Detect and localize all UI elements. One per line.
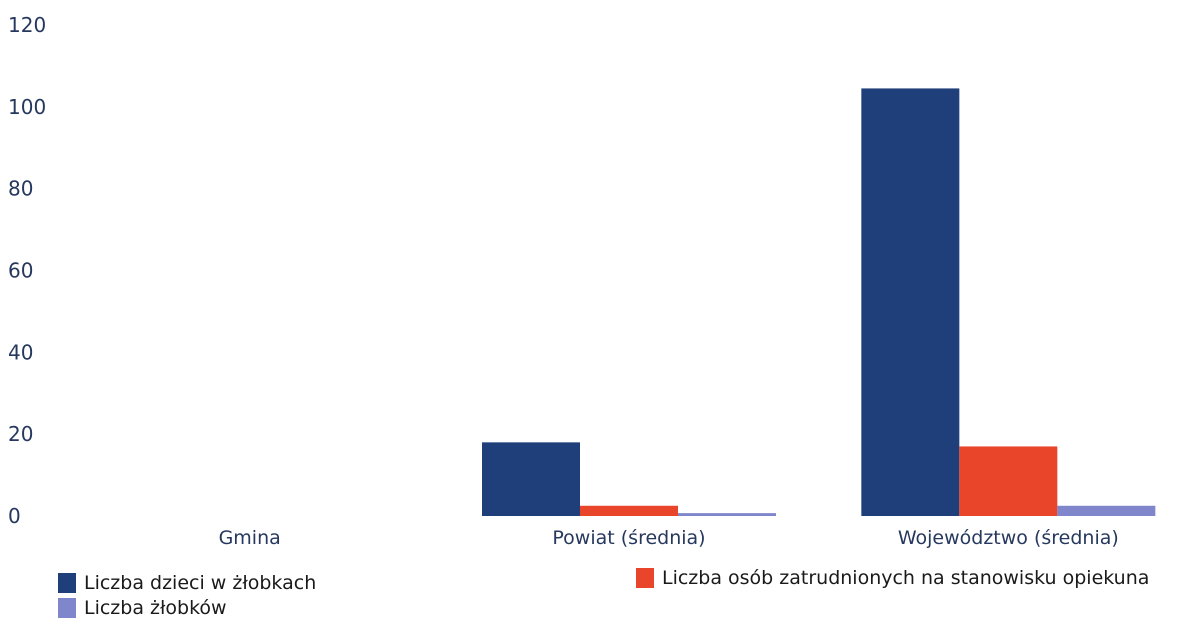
bars [482, 88, 1156, 516]
y-tick-label: 20 [8, 422, 33, 446]
legend-item-series-1: Liczba osób zatrudnionych na stanowisku … [636, 567, 1149, 589]
legend-label-series-0: Liczba dzieci w żłobkach [84, 572, 317, 594]
x-axis-categories: Gmina Powiat (średnia) Województwo (średni… [219, 527, 1119, 549]
y-tick-label: 80 [8, 177, 33, 201]
legend-swatch-series-1 [636, 568, 654, 588]
legend-swatch-series-0 [58, 573, 76, 593]
legend-item-series-0: Liczba dzieci w żłobkach [58, 572, 316, 594]
x-category-label: Powiat (średnia) [552, 527, 705, 549]
x-category-label: Gmina [219, 527, 281, 549]
legend-label-series-2: Liczba żłobków [84, 597, 227, 619]
bar-2-1 [959, 446, 1058, 516]
bar-1-1 [580, 505, 678, 516]
legend-label-series-1: Liczba osób zatrudnionych na stanowisku … [662, 567, 1150, 589]
y-tick-label: 0 [8, 504, 21, 528]
bar-2-0 [861, 88, 960, 516]
y-tick-label: 60 [8, 259, 33, 283]
y-tick-label: 40 [8, 340, 33, 364]
x-category-label: Województwo (średnia) [898, 527, 1119, 549]
legend-swatch-series-2 [58, 598, 76, 618]
y-axis-ticks: 0 20 40 60 80 100 120 [8, 13, 46, 528]
y-tick-label: 120 [8, 13, 46, 37]
bar-2-2 [1057, 505, 1156, 516]
y-tick-label: 100 [8, 95, 46, 119]
bar-1-2 [678, 513, 776, 516]
legend-item-series-2: Liczba żłobków [58, 597, 227, 619]
bar-1-0 [482, 442, 580, 516]
